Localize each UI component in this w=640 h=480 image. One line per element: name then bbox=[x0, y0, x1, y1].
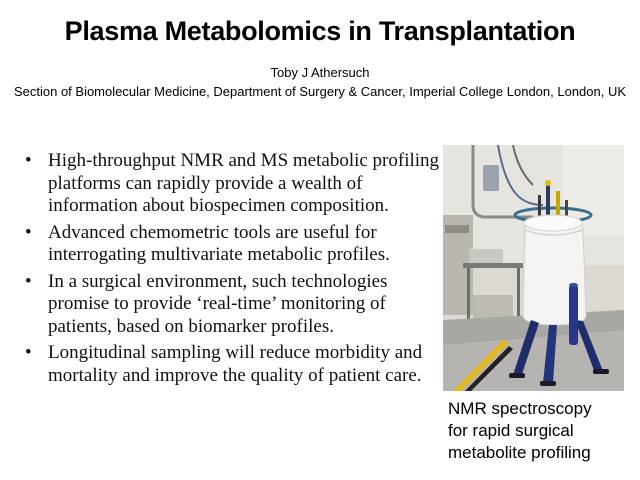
bullet-text: In a surgical environment, such technolo… bbox=[48, 270, 388, 337]
bullet-text: High-throughput NMR and MS metabolic pro… bbox=[48, 150, 440, 216]
author-affiliation: Section of Biomolecular Medicine, Depart… bbox=[13, 84, 627, 99]
nmr-lab-illustration bbox=[443, 145, 624, 391]
bullet-item: • Advanced chemometric tools are useful f… bbox=[22, 222, 442, 267]
figure-caption: NMR spectroscopy for rapid surgical meta… bbox=[448, 398, 633, 464]
bullet-marker: • bbox=[25, 150, 32, 171]
caption-line: NMR spectroscopy bbox=[448, 399, 592, 418]
bullet-marker: • bbox=[25, 342, 32, 363]
bullet-item: • In a surgical environment, such technol… bbox=[22, 271, 442, 339]
caption-line: for rapid surgical bbox=[448, 421, 574, 440]
bullet-text: Advanced chemometric tools are useful fo… bbox=[48, 221, 390, 266]
bullet-list: • High-throughput NMR and MS metabolic pr… bbox=[22, 150, 442, 391]
bullet-marker: • bbox=[25, 270, 32, 292]
caption-line: metabolite profiling bbox=[448, 443, 591, 462]
nmr-spectrometer-photo bbox=[443, 145, 624, 391]
bullet-item: • Longitudinal sampling will reduce morbi… bbox=[22, 342, 442, 387]
bullet-item: • High-throughput NMR and MS metabolic pr… bbox=[22, 150, 442, 218]
author-name: Toby J Athersuch bbox=[270, 65, 370, 80]
bullet-marker: • bbox=[25, 221, 32, 243]
bullet-text: Longitudinal sampling will reduce morbid… bbox=[48, 342, 423, 386]
slide-title: Plasma Metabolomics in Transplantation bbox=[64, 16, 576, 46]
